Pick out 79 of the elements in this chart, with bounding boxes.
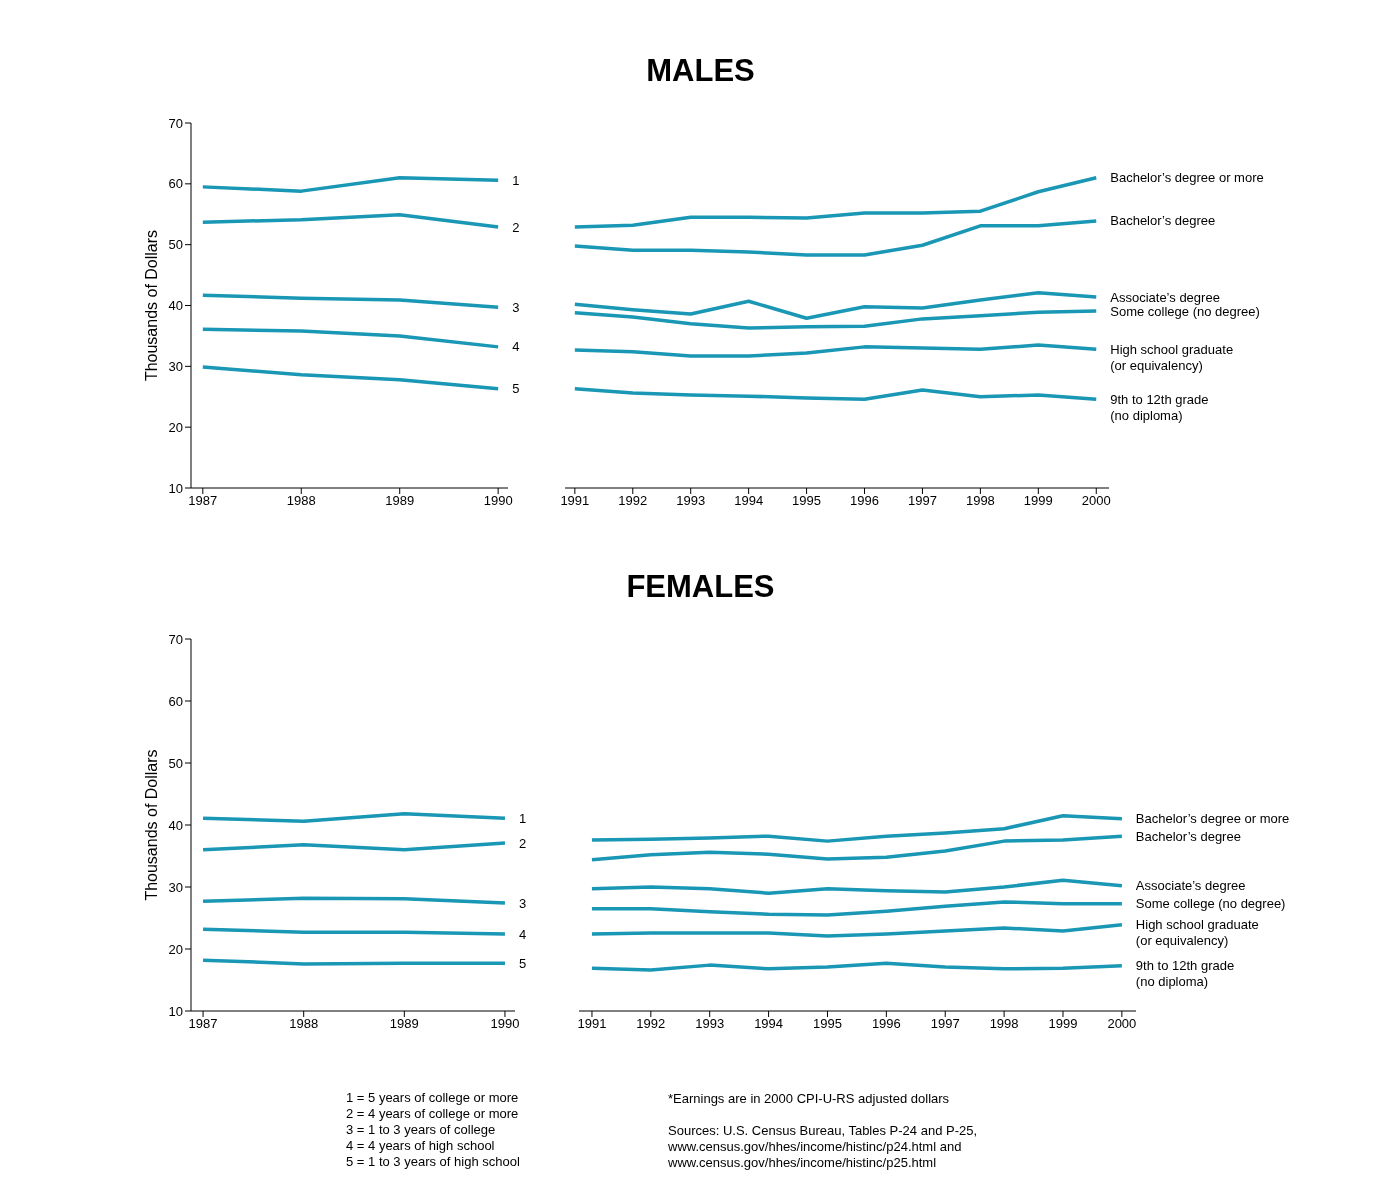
y-tick-label: 20 [168,419,183,435]
chart-title: MALES [645,53,756,89]
y-tick-label: 30 [168,879,183,895]
series-label: 5 [512,381,520,397]
chart-title: FEMALES [625,569,776,605]
x-tick-label: 1992 [636,1016,666,1032]
series-label: Bachelor’s degree or more [1135,811,1290,827]
x-tick-label: 1998 [965,493,995,509]
y-axis-title: Thousands of Dollars [142,229,160,382]
x-tick-label: 1997 [930,1016,960,1032]
series-label: 9th to 12th grade (no diploma) [1110,391,1209,423]
y-tick-label: 70 [168,631,183,647]
x-tick-label: 1997 [907,493,937,509]
series-label: 9th to 12th grade (no diploma) [1135,958,1235,990]
text: 2 = 4 years of college or more [346,1106,520,1122]
series-label: High school graduate (or equivalency) [1135,917,1259,949]
x-tick-label: 1998 [989,1016,1019,1032]
x-tick-label: 1987 [188,493,218,509]
x-tick-label: 1991 [577,1016,607,1032]
series-label: Associate’s degree [1110,289,1220,305]
text: 4 = 4 years of high school [346,1138,496,1154]
y-tick-label: 70 [168,115,183,131]
text: 1 = 5 years of college or more [346,1090,520,1106]
x-tick-label: 1996 [871,1016,901,1032]
y-tick-label: 50 [168,755,183,771]
x-tick-label: 2000 [1107,1016,1137,1032]
series-label: Bachelor’s degree [1110,213,1216,229]
series-label: 3 [518,895,527,911]
y-tick-label: 10 [168,1003,183,1019]
x-tick-label: 1996 [850,493,879,509]
x-tick-label: 1987 [188,1016,218,1032]
x-tick-label: 1999 [1023,493,1053,509]
line-series [201,213,500,229]
x-tick-label: 1990 [490,1016,520,1032]
x-tick-label: 1989 [389,1016,419,1032]
x-tick-label: 1995 [792,493,822,509]
y-tick-label: 40 [168,817,183,833]
y-tick-label: 50 [168,237,183,253]
series-label: High school graduate (or equivalency) [1110,341,1234,373]
x-tick-label: 1994 [734,493,764,509]
series-label: 2 [518,835,527,851]
text: 3 = 1 to 3 years of college [346,1122,497,1138]
x-tick-label: 1994 [754,1016,784,1032]
series-label: 4 [512,339,520,355]
series-label: Bachelor’s degree [1135,828,1241,844]
x-tick-label: 1993 [676,493,706,509]
series-label: Bachelor’s degree or more [1110,170,1264,186]
y-axis-title: Thousands of Dollars [142,749,160,901]
source-note: Sources: U.S. Census Bureau, Tables P-24 and P-25, www.census.gov/hhes/income/histinc/p24.html and www.census.gov/hhes/income/histinc/p25.html [668,1123,978,1171]
series-label: 1 [518,810,527,826]
x-tick-label: 1993 [695,1016,725,1032]
series-label: 4 [518,926,527,942]
x-tick-label: 1992 [618,493,648,509]
x-tick-label: 1989 [385,493,415,509]
series-label: 2 [512,219,520,235]
y-tick-label: 60 [168,176,183,192]
series-label: 5 [518,955,527,971]
text: 5 = 1 to 3 years of high school [346,1154,520,1170]
y-tick-label: 60 [168,693,183,709]
y-tick-label: 40 [168,298,183,314]
line-series [201,365,500,391]
y-tick-label: 10 [168,480,183,496]
x-tick-label: 1999 [1048,1016,1078,1032]
line-series [201,176,500,193]
text: *Earnings are in 2000 CPI-U-RS adjusted dollars [668,1091,951,1107]
y-tick-label: 30 [168,358,183,374]
series-label: 3 [512,299,520,315]
x-tick-label: 1991 [560,493,590,509]
x-tick-label: 1988 [286,493,316,509]
x-tick-label: 1995 [813,1016,842,1032]
x-tick-label: 1988 [289,1016,319,1032]
series-label: 1 [512,172,520,188]
line-series [201,293,500,310]
x-tick-label: 1990 [483,493,513,509]
series-label: Some college (no degree) [1135,896,1286,912]
series-label: Associate’s degree [1135,878,1246,894]
line-series [201,327,500,349]
x-tick-label: 2000 [1081,493,1111,509]
y-tick-label: 20 [168,941,183,957]
